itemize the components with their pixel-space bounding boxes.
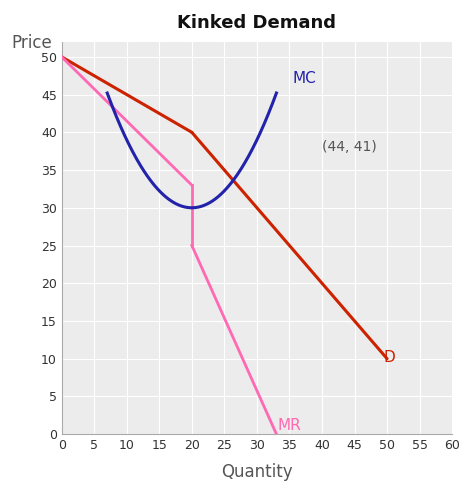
X-axis label: Quantity: Quantity [221, 463, 293, 481]
Title: Kinked Demand: Kinked Demand [177, 14, 337, 32]
Text: D: D [384, 350, 396, 365]
Text: (44, 41): (44, 41) [322, 140, 377, 154]
Text: Price: Price [11, 34, 52, 52]
Text: MR: MR [278, 418, 301, 433]
Text: MC: MC [293, 71, 317, 86]
